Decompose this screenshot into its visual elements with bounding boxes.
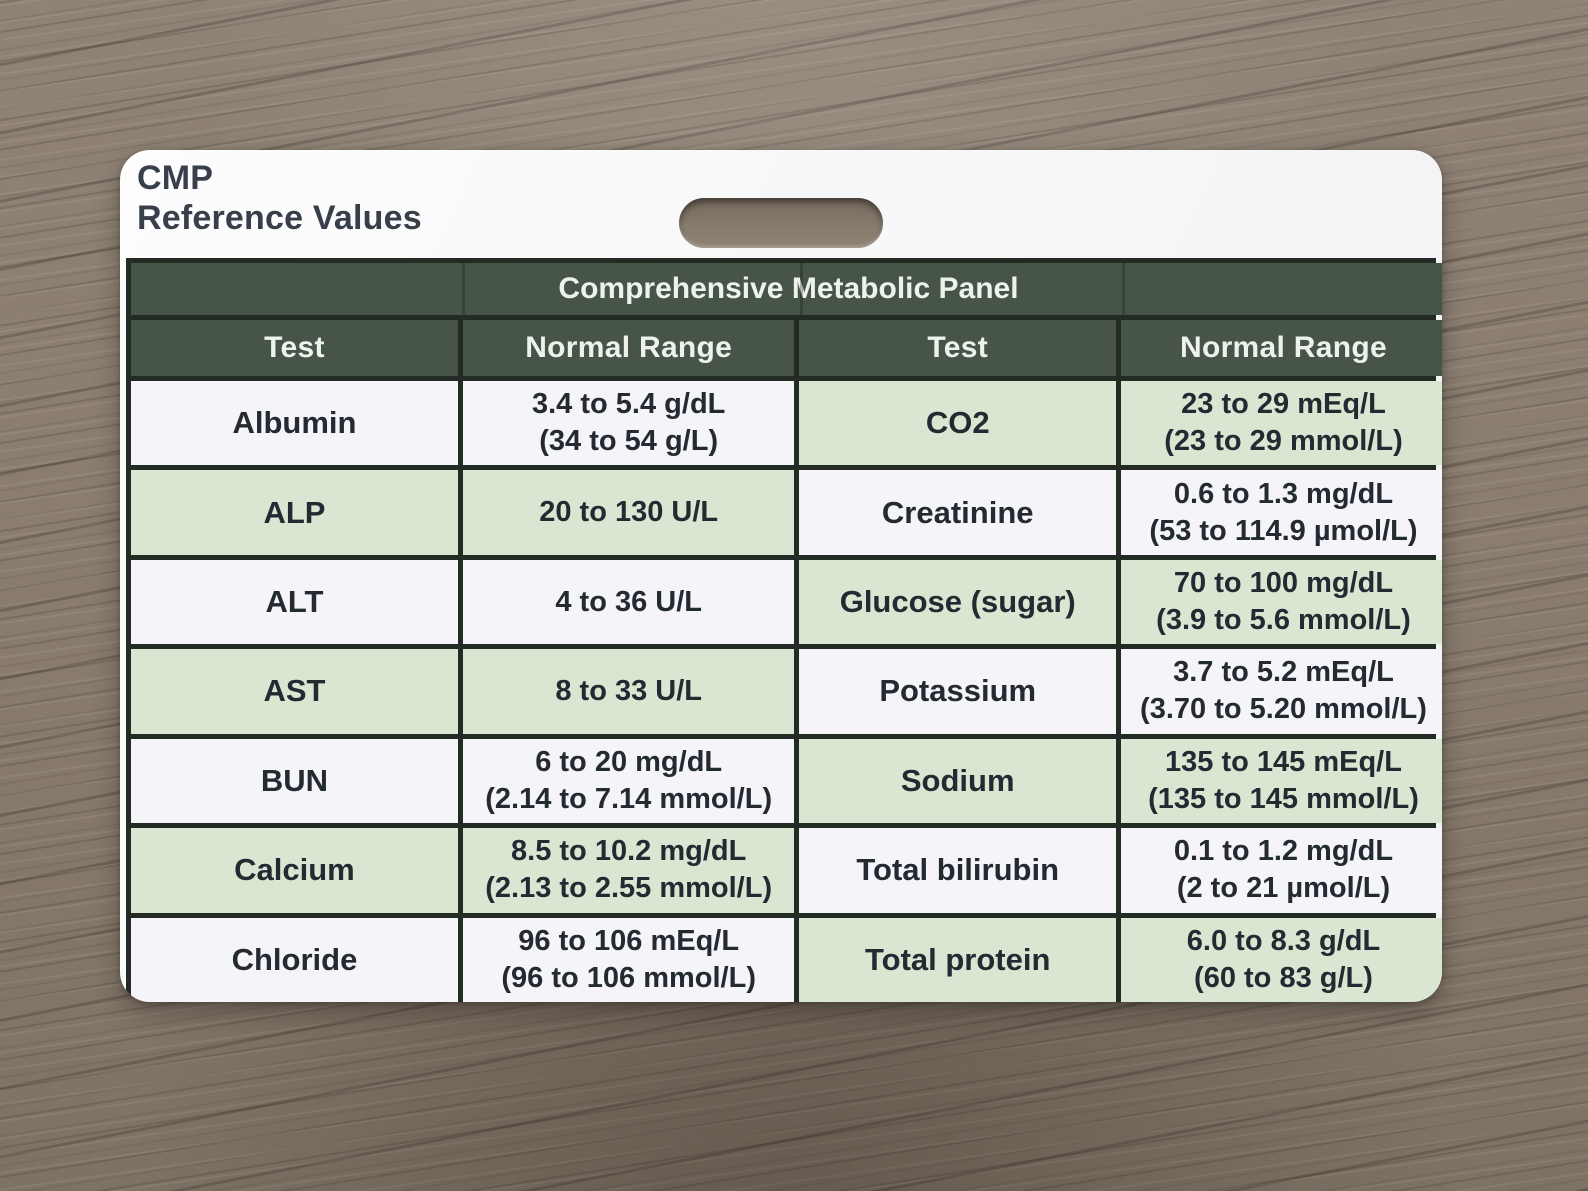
test-name: Albumin [232, 405, 357, 441]
range-cell: 135 to 145 mEq/L (135 to 145 mmol/L) [1120, 738, 1442, 824]
band-separator [1121, 263, 1125, 315]
range-cell: 3.7 to 5.2 mEq/L (3.70 to 5.20 mmol/L) [1120, 649, 1442, 734]
test-name: AST [263, 673, 326, 709]
test-name: BUN [260, 762, 329, 798]
card-title-line2: Reference Values [137, 199, 422, 238]
panel-title: Comprehensive Metabolic Panel [558, 272, 1019, 305]
test-cell: Glucose (sugar) [799, 559, 1116, 645]
test-cell: Chloride [131, 917, 458, 1002]
range-primary: 20 to 130 U/L [539, 496, 719, 529]
range-primary: 70 to 100 mg/dL [1173, 566, 1394, 599]
range-primary: 6.0 to 8.3 g/dL [1186, 924, 1381, 957]
test-cell: BUN [131, 738, 458, 824]
range-secondary: (2.14 to 7.14 mmol/L) [485, 782, 773, 815]
range-primary: 0.6 to 1.3 mg/dL [1173, 477, 1394, 510]
card-title: CMP Reference Values [137, 158, 422, 238]
range-secondary: (3.9 to 5.6 mmol/L) [1156, 604, 1411, 637]
range-primary: 3.7 to 5.2 mEq/L [1173, 656, 1394, 689]
test-cell: ALT [131, 559, 458, 645]
range-secondary: (2.13 to 2.55 mmol/L) [485, 872, 773, 905]
test-cell: Creatinine [799, 470, 1116, 555]
range-primary: 3.4 to 5.4 g/dL [532, 388, 726, 421]
test-name: ALT [265, 584, 324, 620]
range-secondary: (135 to 145 mmol/L) [1148, 782, 1419, 815]
test-name: Potassium [879, 673, 1037, 709]
range-secondary: (60 to 83 g/L) [1194, 961, 1373, 994]
reference-card: CMP Reference Values Comprehensive Metab… [120, 150, 1442, 1002]
test-name: Sodium [900, 762, 1015, 798]
range-secondary: (96 to 106 mmol/L) [501, 961, 756, 994]
badge-slot-punch [679, 198, 883, 248]
test-cell: CO2 [799, 381, 1116, 466]
test-name: Creatinine [881, 494, 1034, 530]
test-cell: Sodium [799, 738, 1116, 824]
range-primary: 8 to 33 U/L [555, 674, 703, 707]
test-cell: Potassium [799, 649, 1116, 734]
range-secondary: (23 to 29 mmol/L) [1164, 425, 1403, 458]
test-name: Total protein [865, 941, 1051, 977]
range-cell: 8.5 to 10.2 mg/dL (2.13 to 2.55 mmol/L) [462, 828, 795, 913]
test-name: Total bilirubin [856, 852, 1060, 888]
column-header-range-right: Normal Range [1120, 320, 1442, 376]
panel-title-band: Comprehensive Metabolic Panel [131, 263, 1442, 315]
test-cell: Albumin [131, 381, 458, 466]
test-cell: AST [131, 649, 458, 734]
range-cell: 0.1 to 1.2 mg/dL (2 to 21 µmol/L) [1120, 828, 1442, 913]
range-cell: 4 to 36 U/L [462, 559, 795, 645]
range-primary: 23 to 29 mEq/L [1181, 388, 1386, 421]
range-cell: 23 to 29 mEq/L (23 to 29 mmol/L) [1120, 381, 1442, 466]
range-primary: 8.5 to 10.2 mg/dL [511, 835, 747, 868]
test-name: ALP [263, 494, 326, 530]
test-name: CO2 [925, 405, 990, 441]
range-secondary: (2 to 21 µmol/L) [1176, 872, 1391, 905]
range-cell: 8 to 33 U/L [462, 649, 795, 734]
range-primary: 96 to 106 mEq/L [518, 924, 740, 957]
range-secondary: (53 to 114.9 µmol/L) [1149, 514, 1418, 547]
range-cell: 0.6 to 1.3 mg/dL (53 to 114.9 µmol/L) [1120, 470, 1442, 555]
test-name: Chloride [231, 941, 358, 977]
test-cell: ALP [131, 470, 458, 555]
cmp-table: Comprehensive Metabolic Panel Test Norma… [126, 258, 1442, 1002]
column-header-test-right: Test [799, 320, 1116, 376]
range-primary: 4 to 36 U/L [555, 585, 703, 618]
range-secondary: (34 to 54 g/L) [539, 425, 719, 458]
range-primary: 135 to 145 mEq/L [1165, 745, 1402, 778]
test-name: Glucose (sugar) [839, 584, 1076, 620]
range-cell: 96 to 106 mEq/L (96 to 106 mmol/L) [462, 917, 795, 1002]
range-cell: 6 to 20 mg/dL (2.14 to 7.14 mmol/L) [462, 738, 795, 824]
range-cell: 20 to 130 U/L [462, 470, 795, 555]
test-cell: Calcium [131, 828, 458, 913]
test-name: Calcium [234, 852, 355, 888]
range-cell: 3.4 to 5.4 g/dL (34 to 54 g/L) [462, 381, 795, 466]
band-separator [461, 263, 465, 315]
range-cell: 6.0 to 8.3 g/dL (60 to 83 g/L) [1120, 917, 1442, 1002]
range-primary: 6 to 20 mg/dL [535, 745, 723, 778]
column-header-test-left: Test [131, 320, 458, 376]
range-primary: 0.1 to 1.2 mg/dL [1173, 835, 1394, 868]
range-secondary: (3.70 to 5.20 mmol/L) [1140, 693, 1427, 726]
test-cell: Total protein [799, 917, 1116, 1002]
band-separator [799, 263, 803, 315]
test-cell: Total bilirubin [799, 828, 1116, 913]
range-cell: 70 to 100 mg/dL (3.9 to 5.6 mmol/L) [1120, 559, 1442, 645]
column-header-range-left: Normal Range [462, 320, 795, 376]
card-title-line1: CMP [137, 159, 214, 197]
